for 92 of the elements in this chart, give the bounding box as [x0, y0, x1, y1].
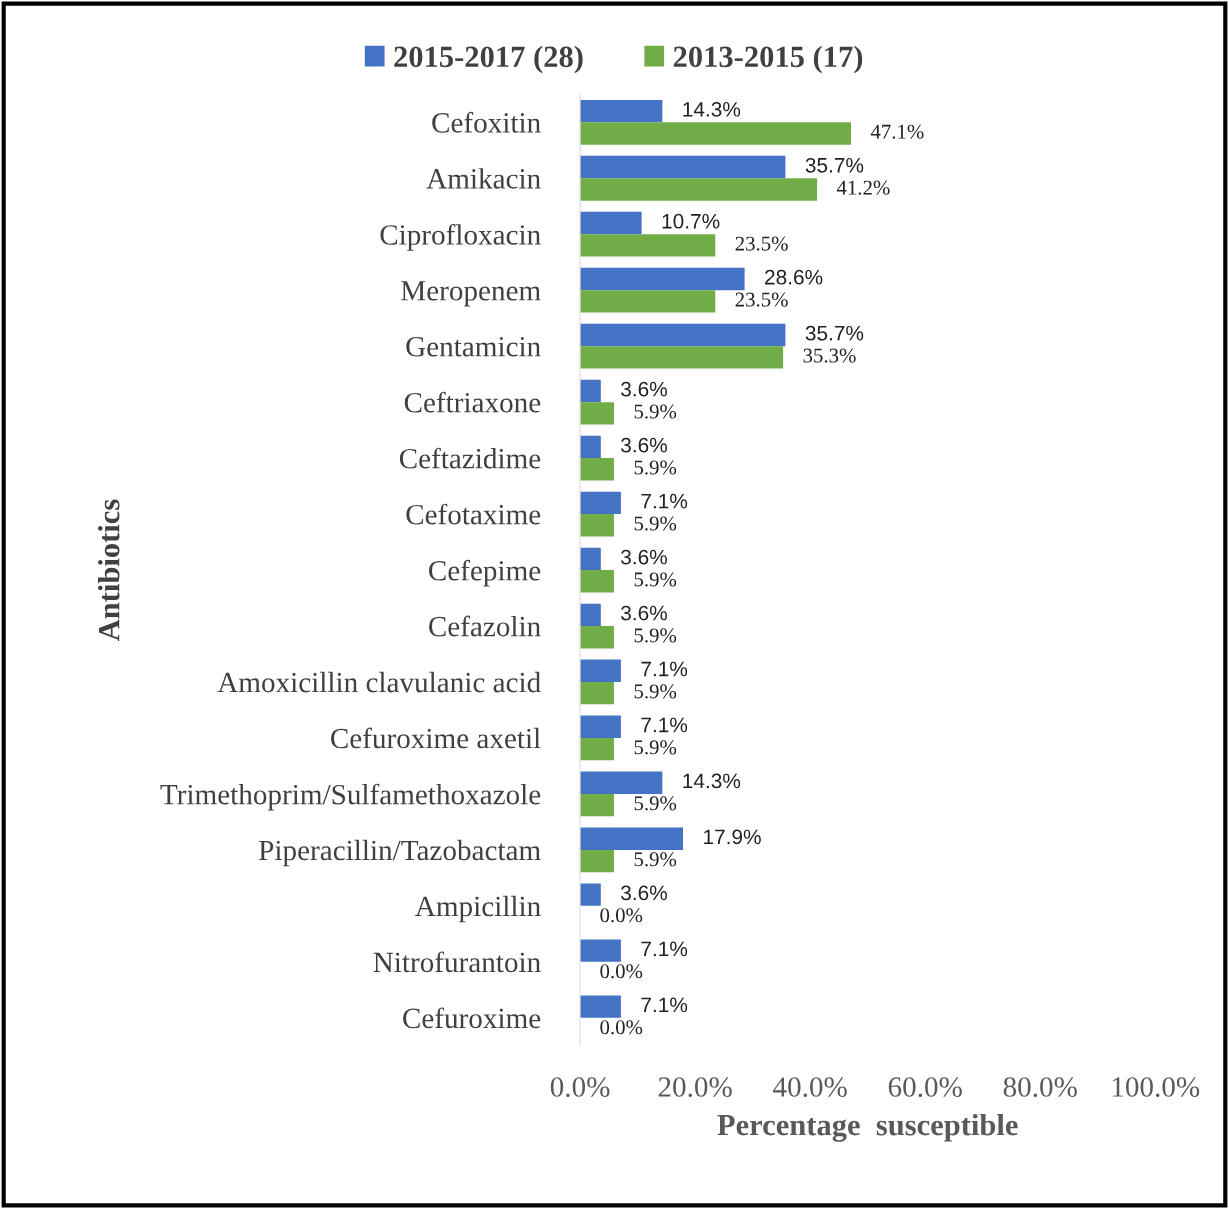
y-tick-label: Amikacin	[426, 168, 541, 189]
data-label: 5.9%	[634, 460, 677, 475]
x-tick-label: 20.0%	[658, 1077, 732, 1097]
y-tick-label: Cefepime	[429, 559, 541, 587]
bar	[580, 737, 615, 761]
bar	[580, 435, 601, 459]
x-tick-label: 100.0%	[1112, 1077, 1200, 1097]
bar	[580, 793, 615, 817]
y-tick-label: Ciprofloxacin	[380, 223, 541, 251]
bar	[580, 99, 663, 123]
data-label: 28.6%	[765, 269, 823, 285]
bar	[580, 402, 615, 425]
y-tick-label: Cefuroxime axetil	[331, 727, 541, 749]
x-axis-title: Percentage susceptible	[717, 1113, 1018, 1142]
data-label: 5.9%	[634, 740, 677, 755]
data-label: 23.5%	[735, 236, 788, 251]
data-label: 3.6%	[621, 437, 667, 453]
y-tick-label: Ceftazidime	[399, 447, 541, 469]
bar	[580, 491, 621, 515]
data-label: 17.9%	[704, 829, 761, 845]
data-label: 10.7%	[662, 213, 720, 229]
data-label: 7.1%	[641, 493, 688, 509]
data-label: 41.2%	[836, 180, 890, 195]
y-tick-label: Amoxicillin clavulanic acid	[217, 671, 541, 693]
bar	[580, 122, 851, 145]
y-tick-label: Piperacillin/Tazobactam	[259, 839, 541, 867]
bar	[580, 323, 786, 347]
data-label: 3.6%	[621, 605, 667, 621]
data-label: 35.7%	[805, 325, 864, 341]
y-tick-label: Cefazolin	[429, 615, 541, 637]
x-tick-label: 80.0%	[1003, 1077, 1077, 1097]
bar	[580, 603, 601, 627]
x-tick-label: 40.0%	[773, 1077, 847, 1097]
data-label: 7.1%	[641, 717, 688, 733]
data-label: 5.9%	[634, 684, 677, 699]
data-label: 5.9%	[634, 628, 677, 643]
bar	[580, 379, 601, 403]
data-label: 5.9%	[634, 796, 677, 811]
legend-label: 2015-2017 (28)	[394, 45, 583, 74]
data-label: 14.3%	[683, 773, 741, 789]
data-label: 5.9%	[634, 404, 677, 419]
data-label: 3.6%	[621, 885, 667, 901]
bar	[580, 771, 663, 794]
data-label: 3.6%	[621, 381, 667, 397]
data-label: 0.0%	[600, 908, 643, 923]
y-tick-label: Meropenem	[401, 281, 541, 307]
bar	[580, 827, 684, 850]
data-label: 3.6%	[621, 549, 667, 565]
data-label: 5.9%	[634, 572, 677, 587]
bar	[580, 715, 621, 738]
data-label: 5.9%	[634, 516, 677, 531]
bar	[580, 458, 615, 481]
data-label: 0.0%	[600, 964, 643, 979]
bar	[580, 514, 615, 537]
bar	[580, 626, 615, 649]
data-label: 7.1%	[641, 997, 688, 1013]
bar	[580, 570, 615, 593]
data-label: 14.3%	[683, 101, 741, 117]
bar	[580, 155, 786, 179]
data-label: 35.7%	[805, 157, 864, 173]
bar	[580, 178, 818, 201]
bar	[580, 939, 621, 962]
bar	[580, 659, 621, 682]
bar	[580, 234, 716, 257]
bar	[580, 211, 642, 235]
bar	[580, 849, 615, 873]
legend-label: 2013-2015 (17)	[673, 45, 863, 74]
bar	[580, 681, 615, 705]
bar	[580, 290, 716, 313]
bar	[580, 883, 601, 906]
data-label: 23.5%	[735, 292, 788, 307]
data-label: 5.9%	[634, 852, 677, 867]
data-label: 47.1%	[870, 124, 924, 139]
y-tick-label: Trimethoprim/Sulfamethoxazole	[160, 783, 541, 811]
data-label: 0.0%	[600, 1020, 643, 1035]
x-tick-label: 0.0%	[550, 1077, 610, 1097]
y-axis-title: Antibiotics	[97, 499, 120, 642]
y-tick-label: Ceftriaxone	[404, 391, 541, 413]
x-tick-label: 60.0%	[888, 1077, 962, 1097]
bar	[580, 995, 621, 1018]
bar	[580, 346, 784, 369]
data-label: 35.3%	[803, 348, 856, 363]
y-tick-label: Nitrofurantoin	[373, 951, 541, 973]
y-tick-label: Cefoxitin	[432, 111, 541, 133]
y-tick-label: Ampicillin	[415, 895, 541, 923]
data-label: 7.1%	[641, 941, 688, 957]
data-label: 7.1%	[641, 661, 688, 677]
y-tick-label: Cefuroxime	[403, 1007, 541, 1029]
bar	[580, 267, 745, 291]
y-tick-label: Gentamicin	[406, 336, 541, 357]
bar	[580, 547, 601, 571]
y-tick-label: Cefotaxime	[406, 503, 541, 525]
